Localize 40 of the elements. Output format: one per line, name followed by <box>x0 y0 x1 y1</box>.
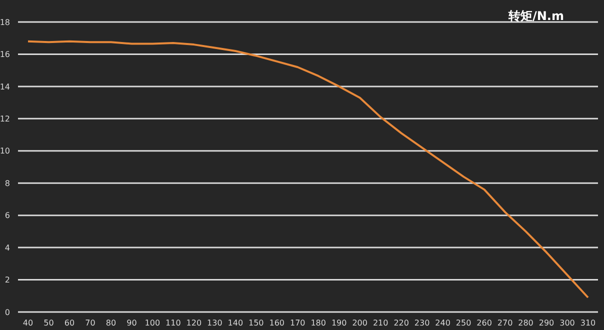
y-tick-label: 12 <box>0 114 10 124</box>
y-tick-label: 18 <box>0 18 10 27</box>
x-tick-label: 150 <box>248 318 264 328</box>
x-tick-label: 190 <box>331 318 347 328</box>
y-tick-label: 10 <box>0 146 10 156</box>
x-tick-label: 110 <box>166 318 181 328</box>
x-tick-label: 170 <box>290 318 306 328</box>
x-tick-label: 60 <box>64 318 75 328</box>
x-tick-label: 140 <box>228 318 244 328</box>
x-tick-label: 40 <box>22 318 34 328</box>
y-tick-label: 14 <box>0 82 10 92</box>
x-tick-label: 300 <box>560 318 575 328</box>
y-tick-label: 4 <box>4 243 10 252</box>
x-tick-label: 120 <box>186 318 202 328</box>
x-tick-label: 210 <box>372 318 388 328</box>
y-tick-label: 16 <box>0 50 10 60</box>
x-tick-label: 100 <box>144 318 160 328</box>
x-tick-label: 160 <box>269 318 285 328</box>
x-tick-label: 90 <box>126 318 137 328</box>
y-tick-label: 0 <box>4 308 10 317</box>
x-tick-label: 250 <box>456 318 472 328</box>
y-axis-title: 转矩/N.m <box>508 8 564 25</box>
x-tick-label: 200 <box>352 318 368 328</box>
x-tick-label: 230 <box>414 318 430 328</box>
x-tick-label: 270 <box>497 318 513 328</box>
x-tick-label: 130 <box>207 318 222 328</box>
x-tick-label: 280 <box>518 318 534 328</box>
y-tick-label: 8 <box>4 178 10 188</box>
y-tick-label: 2 <box>4 276 10 285</box>
x-tick-label: 70 <box>85 318 96 328</box>
line-series <box>27 40 589 298</box>
x-tick-label: 50 <box>44 318 54 328</box>
x-tick-label: 290 <box>538 318 554 328</box>
x-tick-label: 260 <box>476 318 492 328</box>
x-tick-label: 310 <box>580 318 596 328</box>
x-tick-label: 240 <box>435 318 450 328</box>
x-tick-label: 220 <box>394 318 409 328</box>
x-tick-label: 80 <box>106 318 116 328</box>
x-tick-label: 180 <box>310 318 326 328</box>
y-tick-label: 6 <box>4 211 10 220</box>
